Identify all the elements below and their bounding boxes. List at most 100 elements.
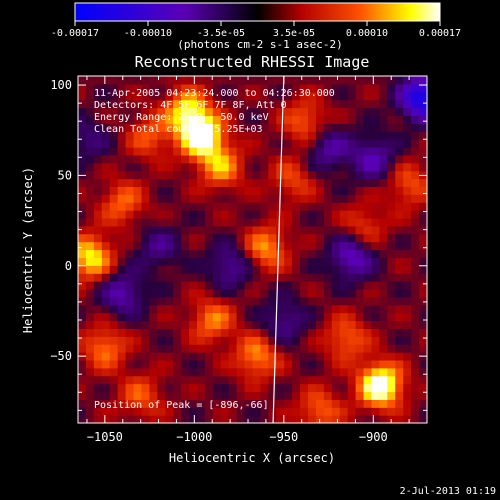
heatmap-cell — [379, 202, 388, 211]
heatmap-cell — [78, 257, 87, 266]
heatmap-cell — [189, 336, 198, 345]
heatmap-cell — [363, 296, 373, 306]
heatmap-cell — [395, 265, 404, 274]
heatmap-cell — [141, 115, 150, 124]
heatmap-cell — [101, 170, 111, 180]
heatmap-cell — [141, 123, 150, 132]
heatmap-cell — [85, 359, 95, 369]
heatmap-cell — [157, 281, 166, 290]
heatmap-cell — [411, 352, 420, 361]
heatmap-cell — [204, 99, 214, 109]
heatmap-cell — [355, 123, 365, 132]
heatmap-cell — [347, 83, 357, 93]
heatmap-cell — [149, 225, 158, 235]
heatmap-cell — [228, 178, 238, 188]
heatmap-cell — [101, 233, 111, 243]
heatmap-cell — [331, 328, 341, 337]
heatmap-cell — [212, 146, 222, 156]
heatmap-cell — [339, 383, 349, 393]
heatmap-cell — [419, 170, 427, 180]
heatmap-cell — [347, 257, 357, 266]
heatmap-cell — [419, 328, 427, 337]
heatmap-cell — [78, 210, 87, 219]
heatmap-cell — [157, 352, 166, 361]
heatmap-cell — [117, 359, 127, 369]
heatmap-cell — [212, 257, 222, 266]
heatmap-cell — [371, 265, 381, 274]
heatmap-cell — [101, 383, 111, 393]
heatmap-cell — [363, 249, 373, 258]
heatmap-cell — [292, 367, 301, 377]
heatmap-cell — [196, 352, 206, 361]
heatmap-cell — [260, 399, 269, 408]
heatmap-cell — [244, 91, 254, 101]
heatmap-cell — [244, 415, 254, 423]
heatmap-cell — [109, 139, 119, 148]
heatmap-cell — [252, 391, 262, 400]
heatmap-cell — [403, 233, 412, 243]
heatmap-cell — [268, 391, 277, 400]
heatmap-cell — [196, 217, 206, 227]
heatmap-cell — [220, 265, 230, 274]
heatmap-cell — [117, 391, 127, 400]
heatmap-cell — [419, 107, 427, 117]
heatmap-cell — [204, 336, 214, 345]
heatmap-cell — [419, 344, 427, 353]
heatmap-cell — [276, 352, 285, 361]
heatmap-cell — [284, 288, 293, 298]
heatmap-cell — [371, 131, 381, 140]
heatmap-cell — [149, 139, 158, 148]
heatmap-cell — [196, 312, 206, 322]
heatmap-cell — [109, 233, 119, 243]
heatmap-cell — [196, 194, 206, 203]
heatmap-cell — [355, 241, 365, 251]
heatmap-cell — [236, 312, 246, 322]
heatmap-cell — [173, 217, 182, 227]
heatmap-cell — [315, 241, 325, 251]
heatmap-cell — [196, 304, 206, 314]
heatmap-cell — [78, 131, 87, 140]
heatmap-cell — [371, 91, 381, 101]
heatmap-cell — [204, 391, 214, 400]
heatmap-cell — [228, 210, 238, 219]
heatmap-cell — [85, 391, 95, 400]
heatmap-cell — [236, 76, 246, 85]
heatmap-cell — [236, 399, 246, 408]
heatmap-cell — [387, 257, 396, 266]
heatmap-cell — [347, 131, 357, 140]
heatmap-cell — [387, 399, 396, 408]
heatmap-cell — [300, 344, 309, 353]
heatmap-cell — [260, 265, 269, 274]
x-tick-label: −950 — [269, 430, 298, 444]
heatmap-cell — [300, 115, 309, 124]
heatmap-cell — [204, 194, 214, 203]
heatmap-cell — [411, 344, 420, 353]
heatmap-cell — [315, 99, 325, 109]
heatmap-cell — [371, 202, 381, 211]
heatmap-cell — [173, 352, 182, 361]
heatmap-cell — [308, 76, 317, 85]
heatmap-cell — [260, 115, 269, 124]
heatmap-cell — [157, 265, 166, 274]
heatmap-cell — [220, 241, 230, 251]
heatmap-cell — [204, 241, 214, 251]
heatmap-cell — [387, 312, 396, 322]
heatmap-cell — [339, 115, 349, 124]
heatmap-cell — [308, 273, 317, 282]
heatmap-cell — [117, 241, 127, 251]
heatmap-cell — [85, 407, 95, 416]
heatmap-cell — [355, 344, 365, 353]
heatmap-cell — [411, 288, 420, 298]
heatmap-cell — [181, 352, 190, 361]
heatmap-cell — [387, 146, 396, 156]
heatmap-cell — [212, 186, 222, 195]
heatmap-cell — [403, 178, 412, 188]
heatmap-cell — [165, 336, 174, 345]
heatmap-cell — [173, 178, 182, 188]
heatmap-cell — [419, 399, 427, 408]
heatmap-cell — [411, 249, 420, 258]
heatmap-cell — [363, 217, 373, 227]
heatmap-cell — [109, 146, 119, 156]
heatmap-cell — [189, 407, 198, 416]
heatmap-cell — [268, 296, 277, 306]
